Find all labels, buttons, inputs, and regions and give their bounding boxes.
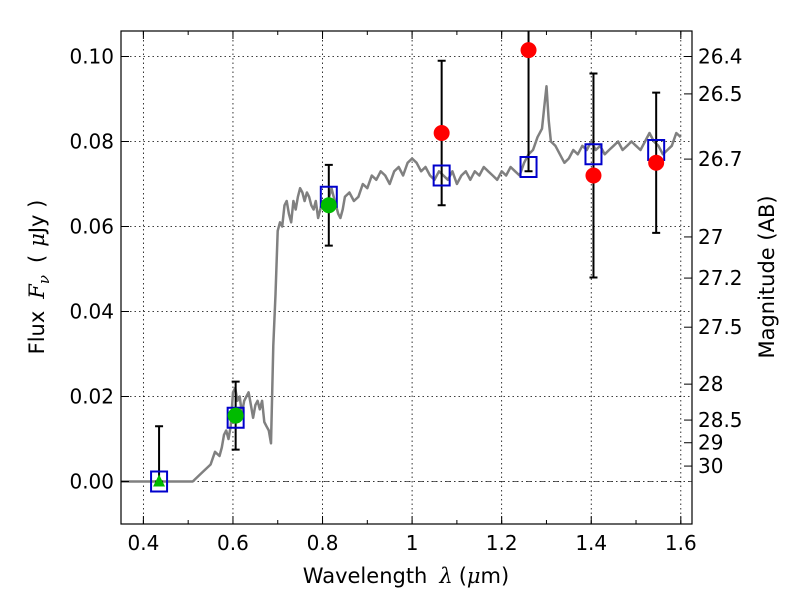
y-tick-label: 0.00 — [69, 470, 114, 494]
mag-tick-label: 30 — [698, 454, 723, 478]
x-axis-ticks: 0.4 0.6 0.8 1 1.2 1.4 1.6 — [127, 31, 697, 555]
x-axis-label: Wavelength λ (μm) — [303, 564, 509, 588]
y-tick-label: 0.04 — [69, 300, 114, 324]
nir-point — [433, 125, 450, 141]
y-tick-label: 0.08 — [69, 130, 114, 154]
x-tick-label: 1 — [406, 531, 419, 555]
optical-point — [227, 407, 244, 424]
model-band-square — [432, 164, 451, 187]
mag-tick-label: 29 — [698, 431, 723, 455]
x-tick-label: 0.8 — [307, 531, 339, 555]
optical-point — [320, 197, 337, 214]
mag-tick-label: 27.2 — [698, 266, 743, 290]
y-axis-ticks: 0.00 0.02 0.04 0.06 0.08 0.10 — [69, 45, 129, 494]
y-axis-label: FluxFν(μJy ) — [25, 200, 53, 355]
mag-tick-label: 26.4 — [698, 45, 743, 69]
plot-frame — [120, 30, 693, 525]
mag-tick-label: 28.5 — [698, 408, 743, 432]
model-band-square — [584, 143, 603, 166]
y-tick-label: 0.02 — [69, 385, 114, 409]
y-tick-label: 0.06 — [69, 215, 114, 239]
x-tick-label: 1.6 — [665, 531, 697, 555]
model-band-square — [150, 470, 169, 493]
x-tick-label: 1.2 — [486, 531, 518, 555]
mag-tick-label: 27 — [698, 225, 723, 249]
gridlines — [121, 31, 692, 524]
mag-tick-label: 27.5 — [698, 315, 743, 339]
magnitude-axis-label: Magnitude (AB) — [755, 195, 779, 358]
nir-point — [520, 42, 537, 59]
upper-limit-triangle — [153, 474, 166, 487]
y-tick-label: 0.10 — [69, 45, 114, 69]
x-tick-label: 1.4 — [575, 531, 607, 555]
mag-tick-label: 26.7 — [698, 147, 743, 171]
x-tick-label: 0.6 — [217, 531, 249, 555]
model-band-square — [519, 156, 538, 178]
nir-point — [648, 154, 665, 171]
x-tick-label: 0.4 — [127, 531, 159, 555]
model-sed-curve — [121, 85, 682, 483]
plot-area — [121, 31, 692, 524]
mag-tick-label: 26.5 — [698, 82, 743, 106]
observed-photometry-markers — [153, 42, 665, 487]
nir-point — [585, 167, 602, 184]
mag-tick-label: 28 — [698, 372, 723, 396]
